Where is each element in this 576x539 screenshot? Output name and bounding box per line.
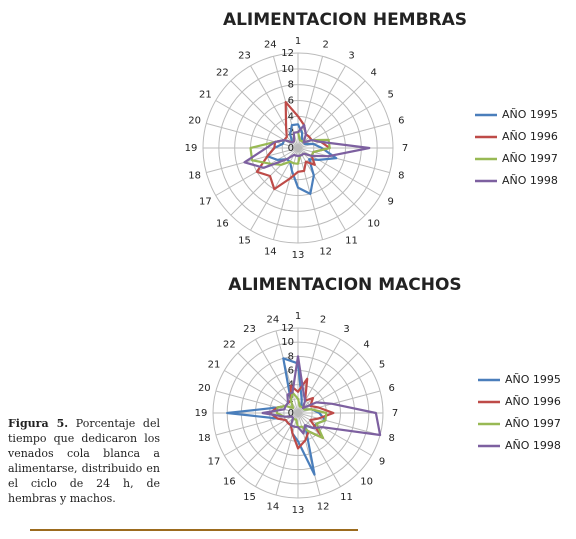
category-label: 5	[379, 360, 385, 371]
spoke	[275, 330, 299, 414]
category-label: 7	[392, 408, 398, 419]
category-label: 17	[199, 197, 212, 208]
category-label: 19	[195, 408, 208, 419]
r-tick-label: 10	[281, 337, 294, 348]
category-label: 24	[267, 314, 280, 325]
spoke	[297, 412, 359, 474]
category-label: 18	[198, 433, 211, 444]
category-label: 3	[348, 50, 354, 61]
r-tick-label: 8	[288, 351, 294, 362]
category-label: 1	[295, 311, 301, 322]
category-label: 14	[267, 502, 280, 513]
category-label: 19	[185, 143, 198, 154]
category-label: 4	[363, 339, 369, 350]
category-label: 11	[340, 492, 353, 503]
category-label: 20	[198, 383, 211, 394]
r-tick-label: 12	[281, 323, 294, 334]
series-line	[261, 355, 382, 437]
category-label: 22	[216, 67, 229, 78]
category-label: 2	[320, 314, 326, 325]
legend-label: AÑO 1996	[502, 130, 558, 143]
category-label: 2	[323, 40, 329, 51]
category-label: 23	[243, 324, 256, 335]
category-label: 5	[387, 90, 393, 101]
category-label: 10	[367, 219, 380, 230]
category-label: 9	[379, 457, 385, 468]
category-label: 6	[389, 383, 395, 394]
r-tick-label: 10	[281, 64, 294, 75]
legend-label: AÑO 1997	[505, 417, 561, 430]
category-label: 16	[223, 477, 236, 488]
r-tick-label: 12	[281, 48, 294, 59]
category-label: 10	[360, 477, 373, 488]
spoke	[297, 352, 359, 414]
category-label: 17	[208, 457, 221, 468]
category-label: 14	[264, 246, 277, 257]
category-label: 20	[188, 115, 201, 126]
r-tick-label: 6	[288, 366, 294, 377]
category-label: 7	[402, 143, 408, 154]
category-label: 24	[264, 40, 277, 51]
chart-title: ALIMENTACION HEMBRAS	[223, 10, 467, 30]
category-label: 1	[295, 36, 301, 47]
spoke	[297, 80, 366, 149]
category-label: 13	[292, 505, 305, 516]
category-label: 12	[319, 246, 332, 257]
r-tick-label: 4	[288, 111, 294, 122]
category-label: 4	[370, 67, 376, 78]
r-tick-label: 0	[288, 408, 294, 419]
r-tick-label: 6	[288, 96, 294, 107]
category-label: 12	[317, 502, 330, 513]
category-label: 23	[238, 50, 251, 61]
legend-label: AÑO 1998	[502, 174, 558, 187]
category-label: 21	[208, 360, 221, 371]
series-line	[243, 124, 371, 169]
category-label: 6	[398, 115, 404, 126]
category-label: 3	[343, 324, 349, 335]
legend-label: AÑO 1996	[505, 395, 561, 408]
category-label: 8	[389, 433, 395, 444]
caption: Figura 5. Porcentaje del tiempo que dedi…	[8, 416, 160, 506]
r-tick-label: 0	[288, 143, 294, 154]
caption-text: Porcentaje del tiempo que dedicaron los …	[8, 417, 160, 505]
r-tick-label: 8	[288, 80, 294, 91]
category-label: 22	[223, 339, 236, 350]
category-label: 8	[398, 171, 404, 182]
rule	[30, 529, 358, 531]
category-label: 11	[345, 236, 358, 247]
spoke	[297, 412, 381, 436]
category-label: 21	[199, 90, 212, 101]
category-label: 18	[188, 171, 201, 182]
caption-label: Figura 5.	[8, 417, 69, 430]
legend-label: AÑO 1997	[502, 152, 558, 165]
category-label: 16	[216, 219, 229, 230]
chart-title: ALIMENTACION MACHOS	[228, 275, 461, 295]
legend-label: AÑO 1995	[502, 108, 558, 121]
category-label: 15	[243, 492, 256, 503]
legend-label: AÑO 1998	[505, 439, 561, 452]
category-label: 15	[238, 236, 251, 247]
category-label: 13	[292, 250, 305, 261]
legend-label: AÑO 1995	[505, 373, 561, 386]
category-label: 9	[387, 197, 393, 208]
